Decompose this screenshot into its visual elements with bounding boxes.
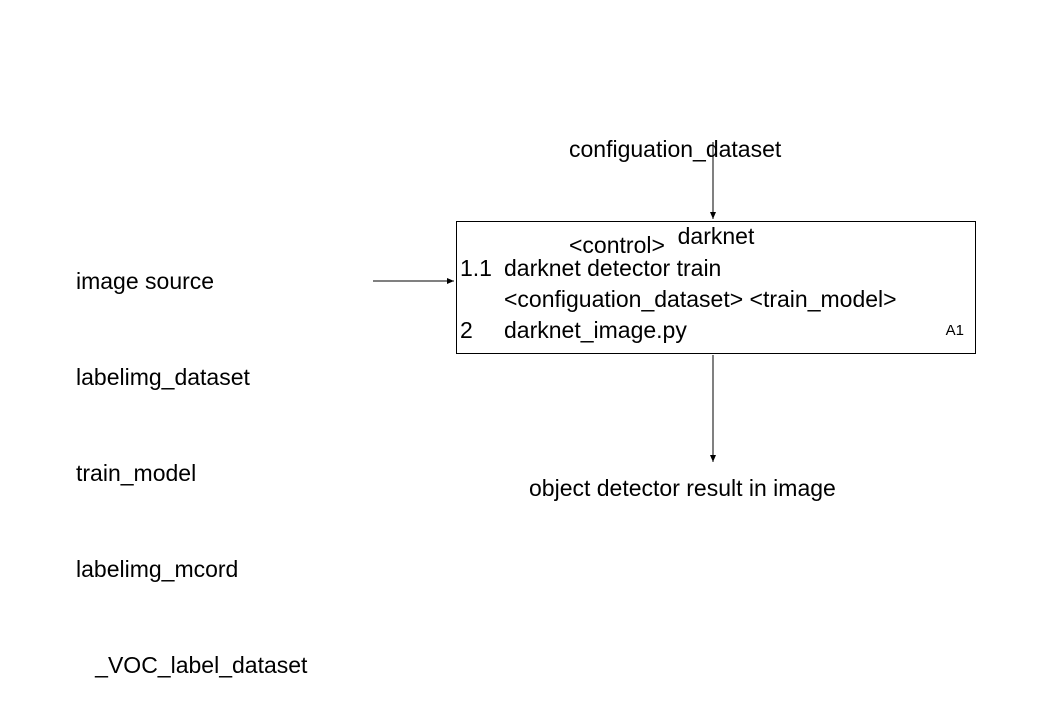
input-line: labelimg_dataset <box>76 364 250 390</box>
input-line: image source <box>76 268 215 294</box>
input-line: _VOC_label_dataset <box>76 652 308 678</box>
control-line-dataset: configuation_dataset <box>569 136 782 162</box>
process-box: darknet 1.1 darknet detector train <conf… <box>456 221 976 354</box>
output-label: object detector result in image <box>529 475 836 501</box>
arrows-layer <box>373 142 716 462</box>
step-text: darknet_image.py <box>504 317 687 343</box>
step-number: 1.1 <box>460 255 492 281</box>
process-id: A1 <box>945 322 964 339</box>
control-line-tag: <control> <box>569 232 665 258</box>
step-text: darknet detector train <box>504 255 722 281</box>
control-label: configuation_dataset <control> <box>569 69 781 293</box>
process-title: darknet <box>677 223 755 249</box>
step-number: 2 <box>460 317 473 343</box>
input-line: train_model <box>76 460 197 486</box>
step-text: <configuation_dataset> <train_model> <box>504 286 897 312</box>
